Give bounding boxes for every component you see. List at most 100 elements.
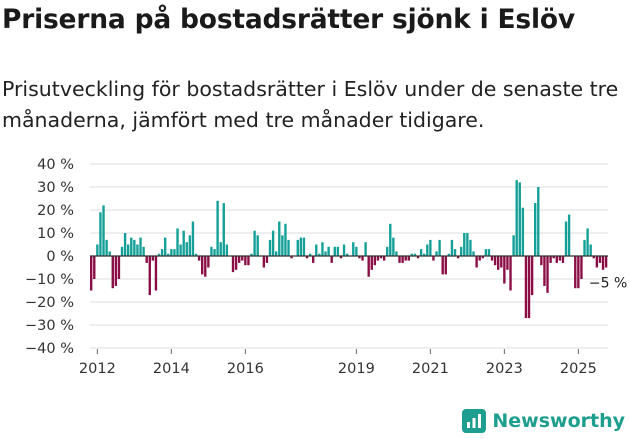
bar bbox=[453, 249, 457, 256]
bar bbox=[278, 221, 281, 256]
bar bbox=[370, 256, 373, 270]
x-tick-label: 2019 bbox=[338, 361, 375, 377]
bar bbox=[231, 256, 235, 273]
bar bbox=[549, 256, 552, 263]
bar bbox=[305, 256, 309, 259]
bar bbox=[561, 256, 565, 263]
bar bbox=[484, 249, 488, 256]
bar bbox=[426, 244, 429, 256]
bar bbox=[472, 251, 475, 256]
bar bbox=[296, 239, 299, 256]
bar bbox=[475, 256, 478, 268]
bar bbox=[413, 253, 417, 256]
bar bbox=[441, 256, 444, 275]
last-value-label: −5 % bbox=[589, 276, 627, 292]
bar bbox=[379, 256, 383, 259]
bar bbox=[148, 256, 151, 296]
y-tick-label: −20 % bbox=[25, 295, 74, 311]
bar bbox=[373, 256, 377, 266]
bar bbox=[111, 256, 114, 289]
bar bbox=[586, 228, 589, 256]
bar bbox=[497, 256, 500, 270]
bar bbox=[352, 242, 355, 256]
bar bbox=[330, 256, 333, 263]
bar bbox=[154, 256, 158, 291]
x-tick-label: 2012 bbox=[79, 361, 116, 377]
bar bbox=[490, 256, 494, 261]
bar bbox=[151, 256, 155, 261]
bar bbox=[580, 256, 583, 279]
bar bbox=[438, 239, 441, 256]
bar bbox=[537, 187, 540, 256]
bar bbox=[524, 256, 528, 319]
bar bbox=[281, 235, 284, 256]
bar bbox=[345, 253, 349, 256]
bar bbox=[419, 249, 423, 256]
x-tick-label: 2025 bbox=[560, 361, 597, 377]
bar bbox=[546, 256, 549, 293]
bar bbox=[447, 253, 451, 256]
bar bbox=[552, 256, 555, 259]
bar bbox=[386, 246, 389, 256]
bar bbox=[527, 256, 531, 319]
y-tick-label: 20 % bbox=[37, 203, 74, 219]
bar bbox=[265, 256, 269, 263]
bar bbox=[583, 239, 586, 256]
bar bbox=[521, 207, 525, 256]
bar bbox=[509, 256, 512, 291]
y-tick-label: 40 % bbox=[37, 157, 74, 173]
bar bbox=[367, 256, 370, 277]
bar bbox=[308, 253, 312, 256]
bar-chart-logo-icon bbox=[462, 409, 487, 433]
bar bbox=[463, 233, 466, 256]
bar bbox=[102, 205, 105, 256]
bar bbox=[558, 256, 562, 261]
y-tick-label: −30 % bbox=[25, 318, 74, 334]
bar bbox=[142, 246, 145, 256]
bar bbox=[253, 230, 256, 256]
bar bbox=[188, 235, 192, 256]
bar bbox=[595, 256, 599, 268]
bar bbox=[90, 256, 93, 291]
bar bbox=[93, 256, 96, 279]
bar bbox=[598, 256, 602, 263]
bar bbox=[176, 228, 179, 256]
bar bbox=[382, 256, 386, 261]
bar bbox=[179, 244, 182, 256]
bar bbox=[500, 256, 503, 268]
bar bbox=[284, 223, 287, 256]
bar bbox=[361, 256, 364, 261]
bar bbox=[108, 251, 111, 256]
x-tick-label: 2014 bbox=[153, 361, 190, 377]
bar bbox=[117, 256, 121, 279]
bar bbox=[376, 256, 380, 261]
bar bbox=[410, 253, 414, 256]
bar bbox=[336, 246, 340, 256]
bar bbox=[247, 256, 250, 266]
bar bbox=[574, 256, 577, 289]
bar bbox=[182, 230, 185, 256]
bar bbox=[290, 256, 293, 259]
bar bbox=[460, 246, 463, 256]
bar bbox=[275, 251, 278, 256]
bar bbox=[225, 244, 229, 256]
bar bbox=[241, 256, 244, 261]
bar bbox=[404, 256, 407, 261]
y-tick-label: 0 % bbox=[46, 249, 74, 265]
x-tick-label: 2023 bbox=[486, 361, 523, 377]
chart-subtitle: Prisutveckling för bostadsrätter i Eslöv… bbox=[2, 77, 619, 132]
bar bbox=[136, 244, 139, 256]
bar bbox=[466, 233, 469, 256]
bar bbox=[481, 256, 484, 259]
bar bbox=[493, 256, 497, 266]
bar bbox=[601, 256, 605, 270]
bar bbox=[456, 256, 460, 259]
bar bbox=[222, 203, 225, 256]
y-tick-label: 10 % bbox=[37, 226, 74, 242]
bar bbox=[204, 256, 207, 277]
bar bbox=[244, 256, 247, 266]
bar bbox=[564, 221, 568, 256]
bar bbox=[444, 256, 447, 275]
bar bbox=[389, 223, 392, 256]
bar bbox=[589, 244, 592, 256]
